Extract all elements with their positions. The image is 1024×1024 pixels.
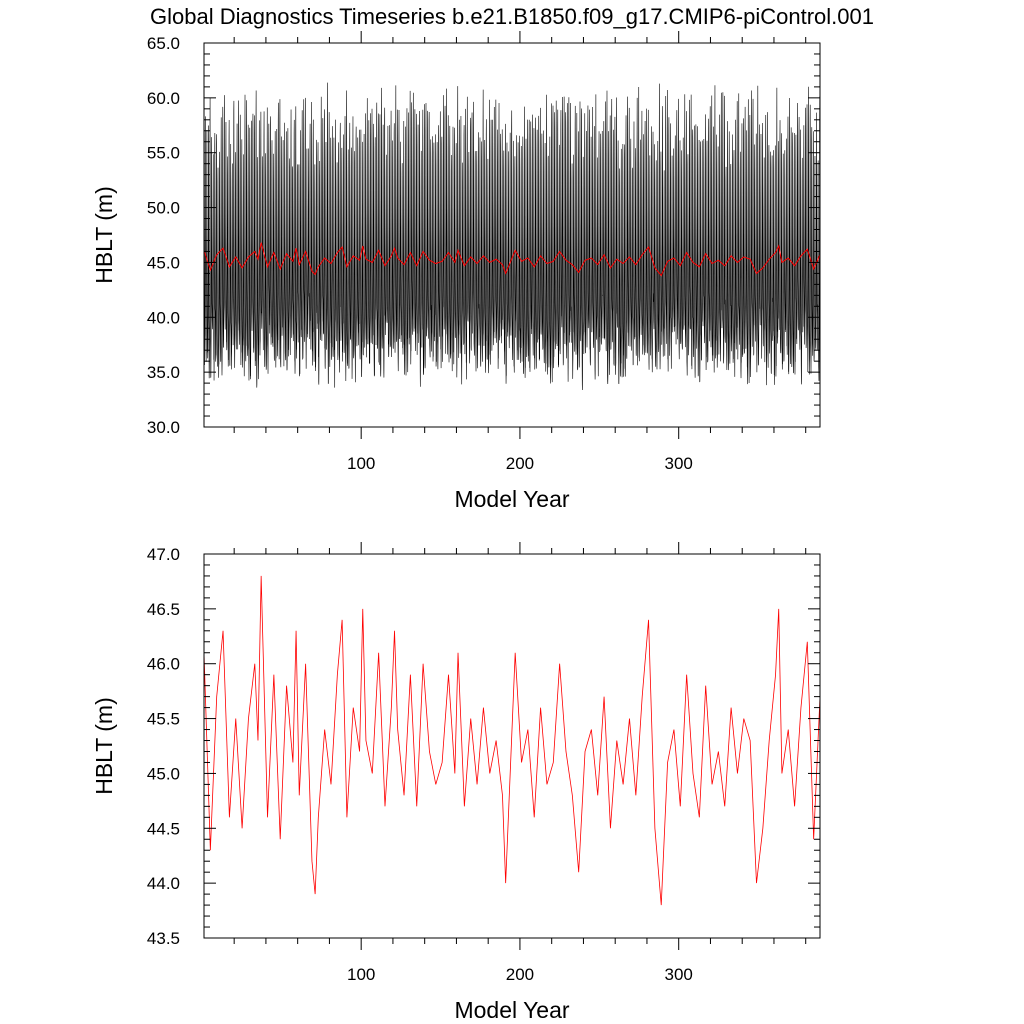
top-x-tick-label: 100 [347,454,375,473]
top-panel: 30.0 35.0 40.0 45.0 50.0 55.0 60.0 65.0 100 200 30… [91,31,821,512]
bottom-x-axis-label: Model Year [454,997,569,1023]
bottom-y-tick-label: 46.5 [147,600,180,619]
top-annual-series-line [203,242,821,277]
bottom-panel: 43.5 44.0 44.5 45.0 45.5 46.0 46.5 47.0 100 200 30… [91,542,821,1023]
top-y-tick-label: 45.0 [147,253,180,272]
top-y-tick-label: 40.0 [147,308,180,327]
monthly-series-line [203,82,821,391]
top-x-axis-label: Model Year [454,486,569,512]
bottom-y-tick-label: 44.5 [147,819,180,838]
bottom-y-tick-label: 45.5 [147,710,180,729]
top-y-tick-label: 60.0 [147,89,180,108]
top-x-tick-label: 200 [506,454,534,473]
top-panel-ticks: 30.0 35.0 40.0 45.0 50.0 55.0 60.0 65.0 100 200 30… [147,31,820,473]
top-y-tick-label: 50.0 [147,199,180,218]
bottom-annual-series-line [203,575,821,906]
top-panel-series [203,82,821,391]
bottom-y-tick-label: 44.0 [147,874,180,893]
bottom-panel-series [203,575,821,906]
top-y-tick-label: 55.0 [147,144,180,163]
top-x-tick-label: 300 [665,454,693,473]
bottom-x-tick-label: 100 [347,965,375,984]
bottom-y-tick-label: 45.0 [147,764,180,783]
top-panel-frame [203,42,821,428]
bottom-x-tick-label: 200 [506,965,534,984]
bottom-y-axis-label: HBLT (m) [91,697,117,795]
bottom-panel-ticks: 43.5 44.0 44.5 45.0 45.5 46.0 46.5 47.0 100 200 30… [147,542,820,984]
top-y-axis-label: HBLT (m) [91,186,117,284]
top-y-tick-label: 35.0 [147,363,180,382]
bottom-y-tick-label: 43.5 [147,929,180,948]
top-y-tick-label: 30.0 [147,418,180,437]
top-y-tick-label: 65.0 [147,34,180,53]
figure-title: Global Diagnostics Timeseries b.e21.B185… [150,4,874,29]
bottom-x-tick-label: 300 [665,965,693,984]
bottom-panel-frame [203,553,821,939]
bottom-y-tick-label: 47.0 [147,545,180,564]
bottom-y-tick-label: 46.0 [147,655,180,674]
